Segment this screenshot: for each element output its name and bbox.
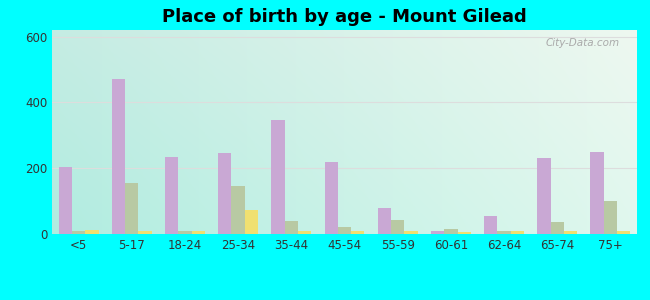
Bar	[72, 231, 85, 234]
Bar	[431, 231, 444, 234]
Bar	[245, 210, 258, 234]
Bar	[458, 232, 471, 234]
Bar	[378, 208, 391, 234]
Bar	[538, 158, 551, 234]
Text: City-Data.com: City-Data.com	[545, 38, 619, 48]
Title: Place of birth by age - Mount Gilead: Place of birth by age - Mount Gilead	[162, 8, 527, 26]
Bar	[391, 220, 404, 234]
Bar	[497, 231, 511, 234]
Bar	[564, 231, 577, 234]
Legend: Born in state of residence, Born in other state, Native, outside of US: Born in state of residence, Born in othe…	[101, 296, 588, 300]
Bar	[484, 216, 497, 234]
Bar	[338, 227, 351, 234]
Bar	[604, 201, 617, 234]
Bar	[192, 231, 205, 234]
Bar	[85, 230, 99, 234]
Bar	[138, 231, 151, 234]
Bar	[590, 152, 604, 234]
Bar	[218, 153, 231, 234]
Bar	[231, 186, 245, 234]
Bar	[285, 221, 298, 234]
Bar	[444, 229, 458, 234]
Bar	[125, 183, 138, 234]
Bar	[404, 231, 418, 234]
Bar	[165, 157, 178, 234]
Bar	[58, 167, 72, 234]
Bar	[617, 231, 630, 234]
Bar	[351, 231, 365, 234]
Bar	[298, 231, 311, 234]
Bar	[112, 80, 125, 234]
Bar	[272, 121, 285, 234]
Bar	[324, 162, 338, 234]
Bar	[511, 231, 524, 234]
Bar	[178, 231, 192, 234]
Bar	[551, 223, 564, 234]
